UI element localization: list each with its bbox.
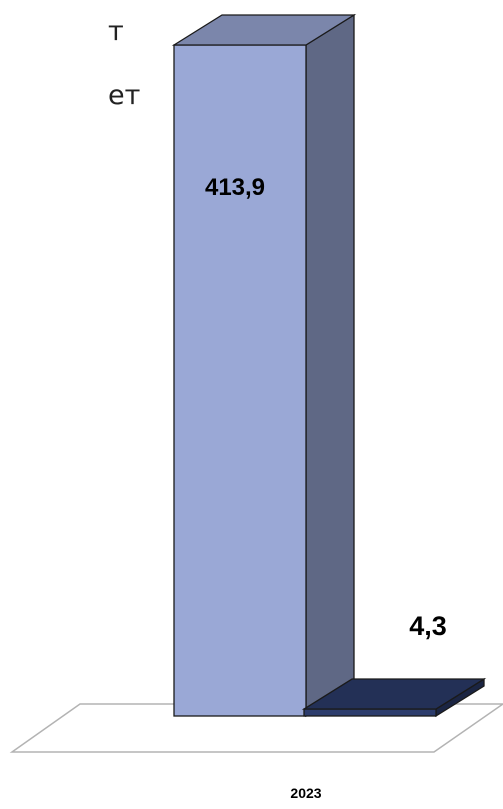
bar-side-1 (305, 13, 355, 718)
bar-front-1 (173, 44, 307, 717)
bar-top-2 (301, 678, 487, 710)
bar-top-1 (171, 14, 357, 46)
bar-front-2 (303, 708, 437, 717)
category-label: 2023 (290, 785, 321, 801)
data-label-2: 4,3 (409, 611, 447, 641)
data-label-1: 413,9 (205, 174, 265, 201)
cropped-text-line-2: ет (108, 80, 141, 111)
cropped-text-line-1: т (108, 16, 124, 47)
